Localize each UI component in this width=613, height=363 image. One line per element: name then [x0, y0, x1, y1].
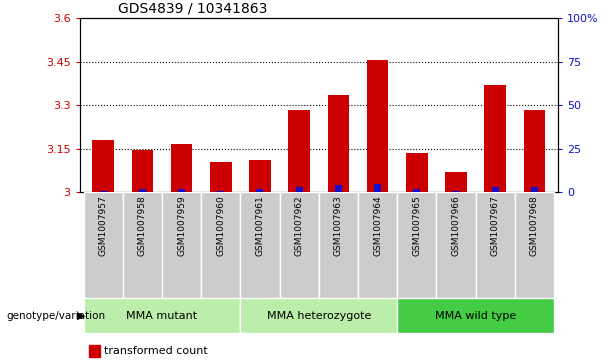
- Text: ▶: ▶: [77, 311, 85, 321]
- Text: GSM1007965: GSM1007965: [412, 196, 421, 256]
- Bar: [162, 192, 201, 298]
- Text: GDS4839 / 10341863: GDS4839 / 10341863: [118, 1, 267, 16]
- Bar: [374, 184, 381, 192]
- Bar: [295, 187, 303, 192]
- Bar: [445, 172, 466, 192]
- Text: GSM1007967: GSM1007967: [490, 196, 500, 256]
- Bar: [240, 192, 280, 298]
- Bar: [335, 185, 342, 192]
- Bar: [83, 192, 123, 298]
- Text: MMA mutant: MMA mutant: [126, 311, 197, 321]
- Bar: [397, 192, 436, 298]
- Text: GSM1007968: GSM1007968: [530, 196, 539, 256]
- Bar: [358, 192, 397, 298]
- Bar: [132, 150, 153, 192]
- Bar: [249, 160, 271, 192]
- Bar: [515, 192, 554, 298]
- Text: GSM1007963: GSM1007963: [334, 196, 343, 256]
- Bar: [93, 140, 114, 192]
- Bar: [436, 192, 476, 298]
- Bar: [327, 95, 349, 192]
- Bar: [531, 187, 538, 192]
- Bar: [280, 192, 319, 298]
- Bar: [524, 110, 545, 192]
- Bar: [288, 110, 310, 192]
- Text: transformed count: transformed count: [104, 346, 207, 356]
- Bar: [492, 187, 498, 192]
- Text: GSM1007966: GSM1007966: [451, 196, 460, 256]
- Text: GSM1007959: GSM1007959: [177, 196, 186, 256]
- Bar: [484, 85, 506, 192]
- Text: GSM1007958: GSM1007958: [138, 196, 147, 256]
- Text: GSM1007961: GSM1007961: [256, 196, 264, 256]
- Bar: [217, 191, 224, 192]
- Bar: [100, 191, 107, 192]
- Text: GSM1007957: GSM1007957: [99, 196, 108, 256]
- Bar: [123, 192, 162, 298]
- Text: GSM1007960: GSM1007960: [216, 196, 226, 256]
- Bar: [413, 189, 421, 192]
- Text: MMA heterozygote: MMA heterozygote: [267, 311, 371, 321]
- Text: genotype/variation: genotype/variation: [6, 311, 105, 321]
- Bar: [139, 189, 146, 192]
- Bar: [89, 345, 100, 357]
- Bar: [319, 192, 358, 298]
- Bar: [201, 192, 240, 298]
- Bar: [83, 298, 240, 333]
- Bar: [397, 298, 554, 333]
- Bar: [178, 189, 185, 192]
- Bar: [452, 191, 460, 192]
- Text: MMA wild type: MMA wild type: [435, 311, 516, 321]
- Text: GSM1007964: GSM1007964: [373, 196, 382, 256]
- Bar: [210, 162, 232, 192]
- Bar: [171, 144, 192, 192]
- Bar: [240, 298, 397, 333]
- Bar: [476, 192, 515, 298]
- Bar: [367, 60, 388, 192]
- Bar: [256, 189, 264, 192]
- Bar: [406, 153, 427, 192]
- Text: GSM1007962: GSM1007962: [295, 196, 303, 256]
